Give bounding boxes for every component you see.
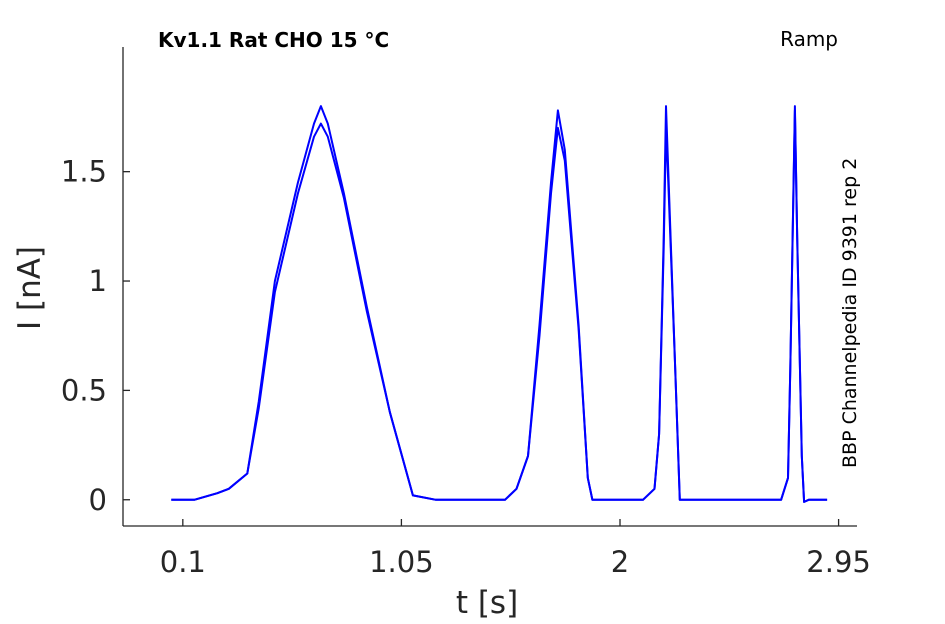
ticks: 0.1 1.05 2 2.95 0 0.5 1 1.5 [61, 155, 871, 579]
y-tick-label: 1.5 [61, 155, 107, 189]
protocol-label: Ramp [780, 27, 838, 51]
series-group [171, 105, 828, 503]
current-trace-1 [171, 105, 828, 503]
chart-title: Kv1.1 Rat CHO 15 °C [158, 28, 389, 52]
current-trace-2 [171, 109, 828, 503]
side-label: BBP Channelpedia ID 9391 rep 2 [839, 158, 861, 468]
x-tick-label: 0.1 [160, 545, 206, 579]
axes [122, 47, 857, 527]
y-tick-label: 0.5 [61, 373, 107, 407]
y-axis-title: I [nA] [12, 246, 48, 330]
x-tick-label: 1.05 [369, 545, 434, 579]
x-tick-label: 2.95 [806, 545, 871, 579]
y-tick-label: 1 [89, 264, 107, 298]
x-axis-title: t [s] [456, 585, 518, 621]
x-tick-label: 2 [611, 545, 629, 579]
y-tick-label: 0 [89, 483, 107, 517]
